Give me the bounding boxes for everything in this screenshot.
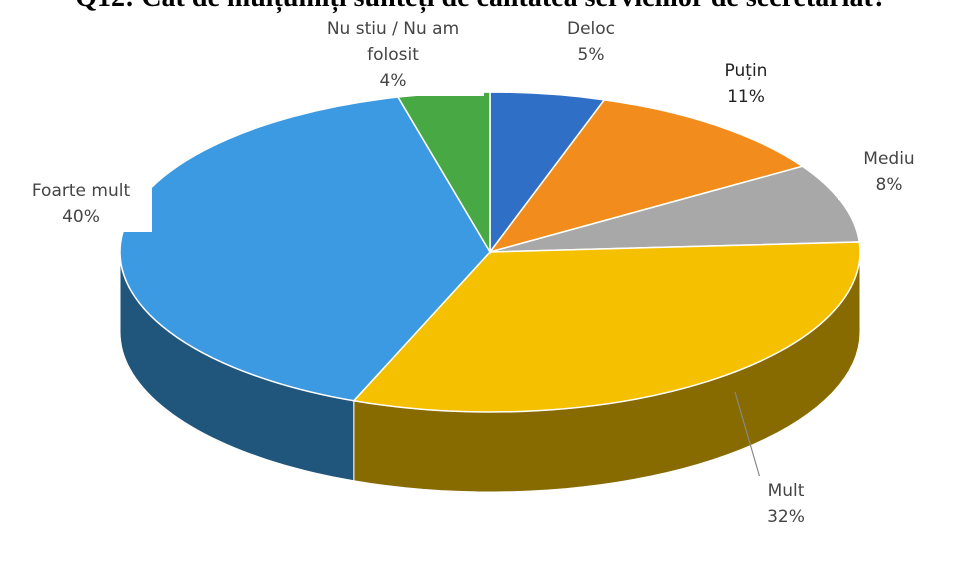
label-name: Mult	[767, 481, 805, 501]
slice	[489, 165, 861, 253]
label-name: Deloc	[566, 19, 616, 39]
label-name: Foarte mult	[31, 181, 131, 201]
leader-line	[734, 391, 761, 479]
data-label: Nu stiu / Nu am folosit 4%	[302, 14, 484, 96]
chart-title: Q12: Cât de mulțumiți sunteți de calitat…	[0, 0, 962, 14]
label-value: 4%	[379, 71, 407, 91]
data-label: Mediu 8%	[838, 144, 940, 200]
label-value: 11%	[727, 87, 765, 107]
data-label: Puțin 11%	[695, 56, 797, 112]
label-value: 40%	[62, 207, 100, 227]
data-label: Mult 32%	[740, 476, 832, 532]
slice	[488, 99, 805, 254]
label-value: 32%	[767, 507, 805, 527]
label-value: 5%	[577, 45, 605, 65]
slice	[119, 96, 491, 402]
label-name: Nu stiu / Nu am folosit	[326, 19, 460, 65]
data-label: Foarte mult 40%	[10, 176, 152, 232]
label-name: Puțin	[724, 61, 768, 81]
label-value: 8%	[875, 175, 903, 195]
data-label: Deloc 5%	[545, 14, 637, 70]
label-name: Mediu	[863, 149, 915, 169]
slice	[352, 241, 861, 413]
